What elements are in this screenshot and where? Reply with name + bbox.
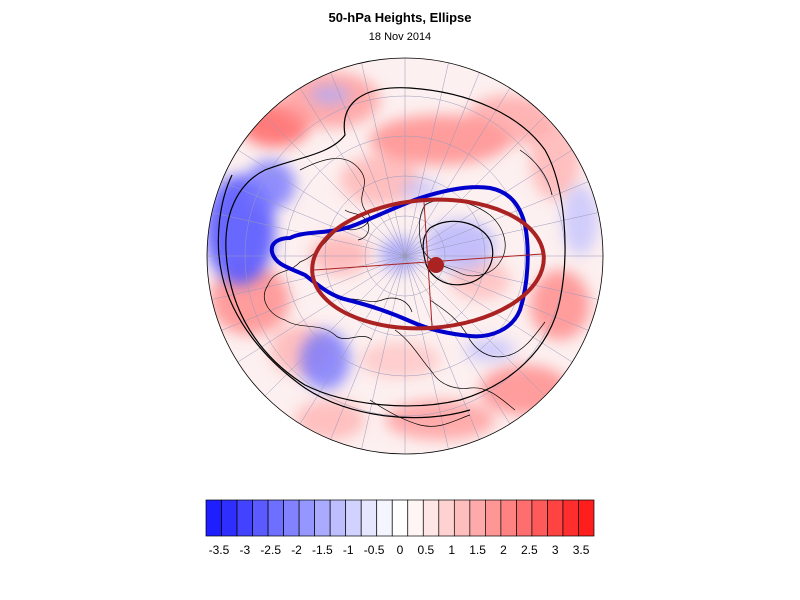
coast-siberia (339, 297, 413, 313)
colorbar-tick-label: -1.5 (312, 543, 333, 557)
contour-inner (422, 220, 494, 286)
colorbar-tick-label: 2.5 (521, 543, 538, 557)
coast-europe-asia (263, 158, 373, 341)
colorbar-box (360, 499, 378, 537)
colorbar-tick-label: 3 (552, 543, 559, 557)
colorbar-box (500, 499, 517, 537)
colorbar-box (252, 499, 269, 537)
colorbar-box (485, 499, 502, 537)
colorbar-tick-label: -3.5 (209, 543, 230, 557)
colorbar-tick-label: 0.5 (418, 543, 435, 557)
colorbar-tick-label: -1 (343, 543, 354, 557)
colorbar-tick-label: 2 (500, 543, 507, 557)
colorbar-box (438, 499, 455, 537)
colorbar-tick-label: -2 (291, 543, 302, 557)
colorbar-box (578, 499, 595, 537)
colorbar-box (531, 499, 548, 537)
colorbar-box (562, 499, 579, 537)
colorbar-box (469, 499, 486, 537)
colorbar-box (345, 499, 362, 537)
colorbar-box (314, 499, 331, 537)
colorbar-box (205, 499, 222, 537)
colorbar-box (547, 499, 564, 537)
coast-pacific (369, 399, 471, 427)
colorbar-box (298, 499, 315, 537)
colorbar-tick-label: 1 (448, 543, 455, 557)
colorbar-box (236, 499, 253, 537)
contour-outer (225, 87, 566, 407)
colorbar-box (267, 499, 284, 537)
colorbar-box (329, 499, 347, 537)
ellipse-center-dot (428, 257, 444, 273)
colorbar-tick-label: -2.5 (260, 543, 281, 557)
height-contours (217, 87, 566, 419)
colorbar-box (391, 499, 409, 537)
colorbar-box (407, 499, 424, 537)
anomaly-field (207, 58, 603, 454)
map-border (206, 57, 604, 455)
colorbar-boxes (205, 499, 595, 537)
colorbar-tick-label: -3 (239, 543, 250, 557)
coast-north-america-arctic (429, 299, 546, 358)
chart-title: 50-hPa Heights, Ellipse (328, 10, 472, 25)
graticule (207, 58, 603, 454)
colorbar-box (283, 499, 300, 537)
colorbar-box (221, 499, 238, 537)
coast-north-america (394, 329, 516, 411)
colorbar-tick-label: 1.5 (469, 543, 486, 557)
ellipse-minor-axis (423, 201, 433, 327)
colorbar-tick-label: -0.5 (364, 543, 385, 557)
chart-subtitle: 18 Nov 2014 (368, 31, 432, 43)
colorbar-box (376, 499, 393, 537)
colorbar-box (453, 499, 471, 537)
coast-atlantic (519, 149, 553, 196)
colorbar-labels: -3.5 -3 -2.5 -2 -1.5 -1 -0.5 0 0.5 1 1.5 2 2.5 3 3.5 (209, 543, 590, 557)
colorbar-tick-label: 3.5 (573, 543, 590, 557)
colorbar-tick-label: 0 (397, 543, 404, 557)
contour-west (217, 174, 471, 419)
fitted-ellipse (310, 197, 546, 331)
colorbar-box (422, 499, 440, 537)
colorbar-box (516, 499, 533, 537)
